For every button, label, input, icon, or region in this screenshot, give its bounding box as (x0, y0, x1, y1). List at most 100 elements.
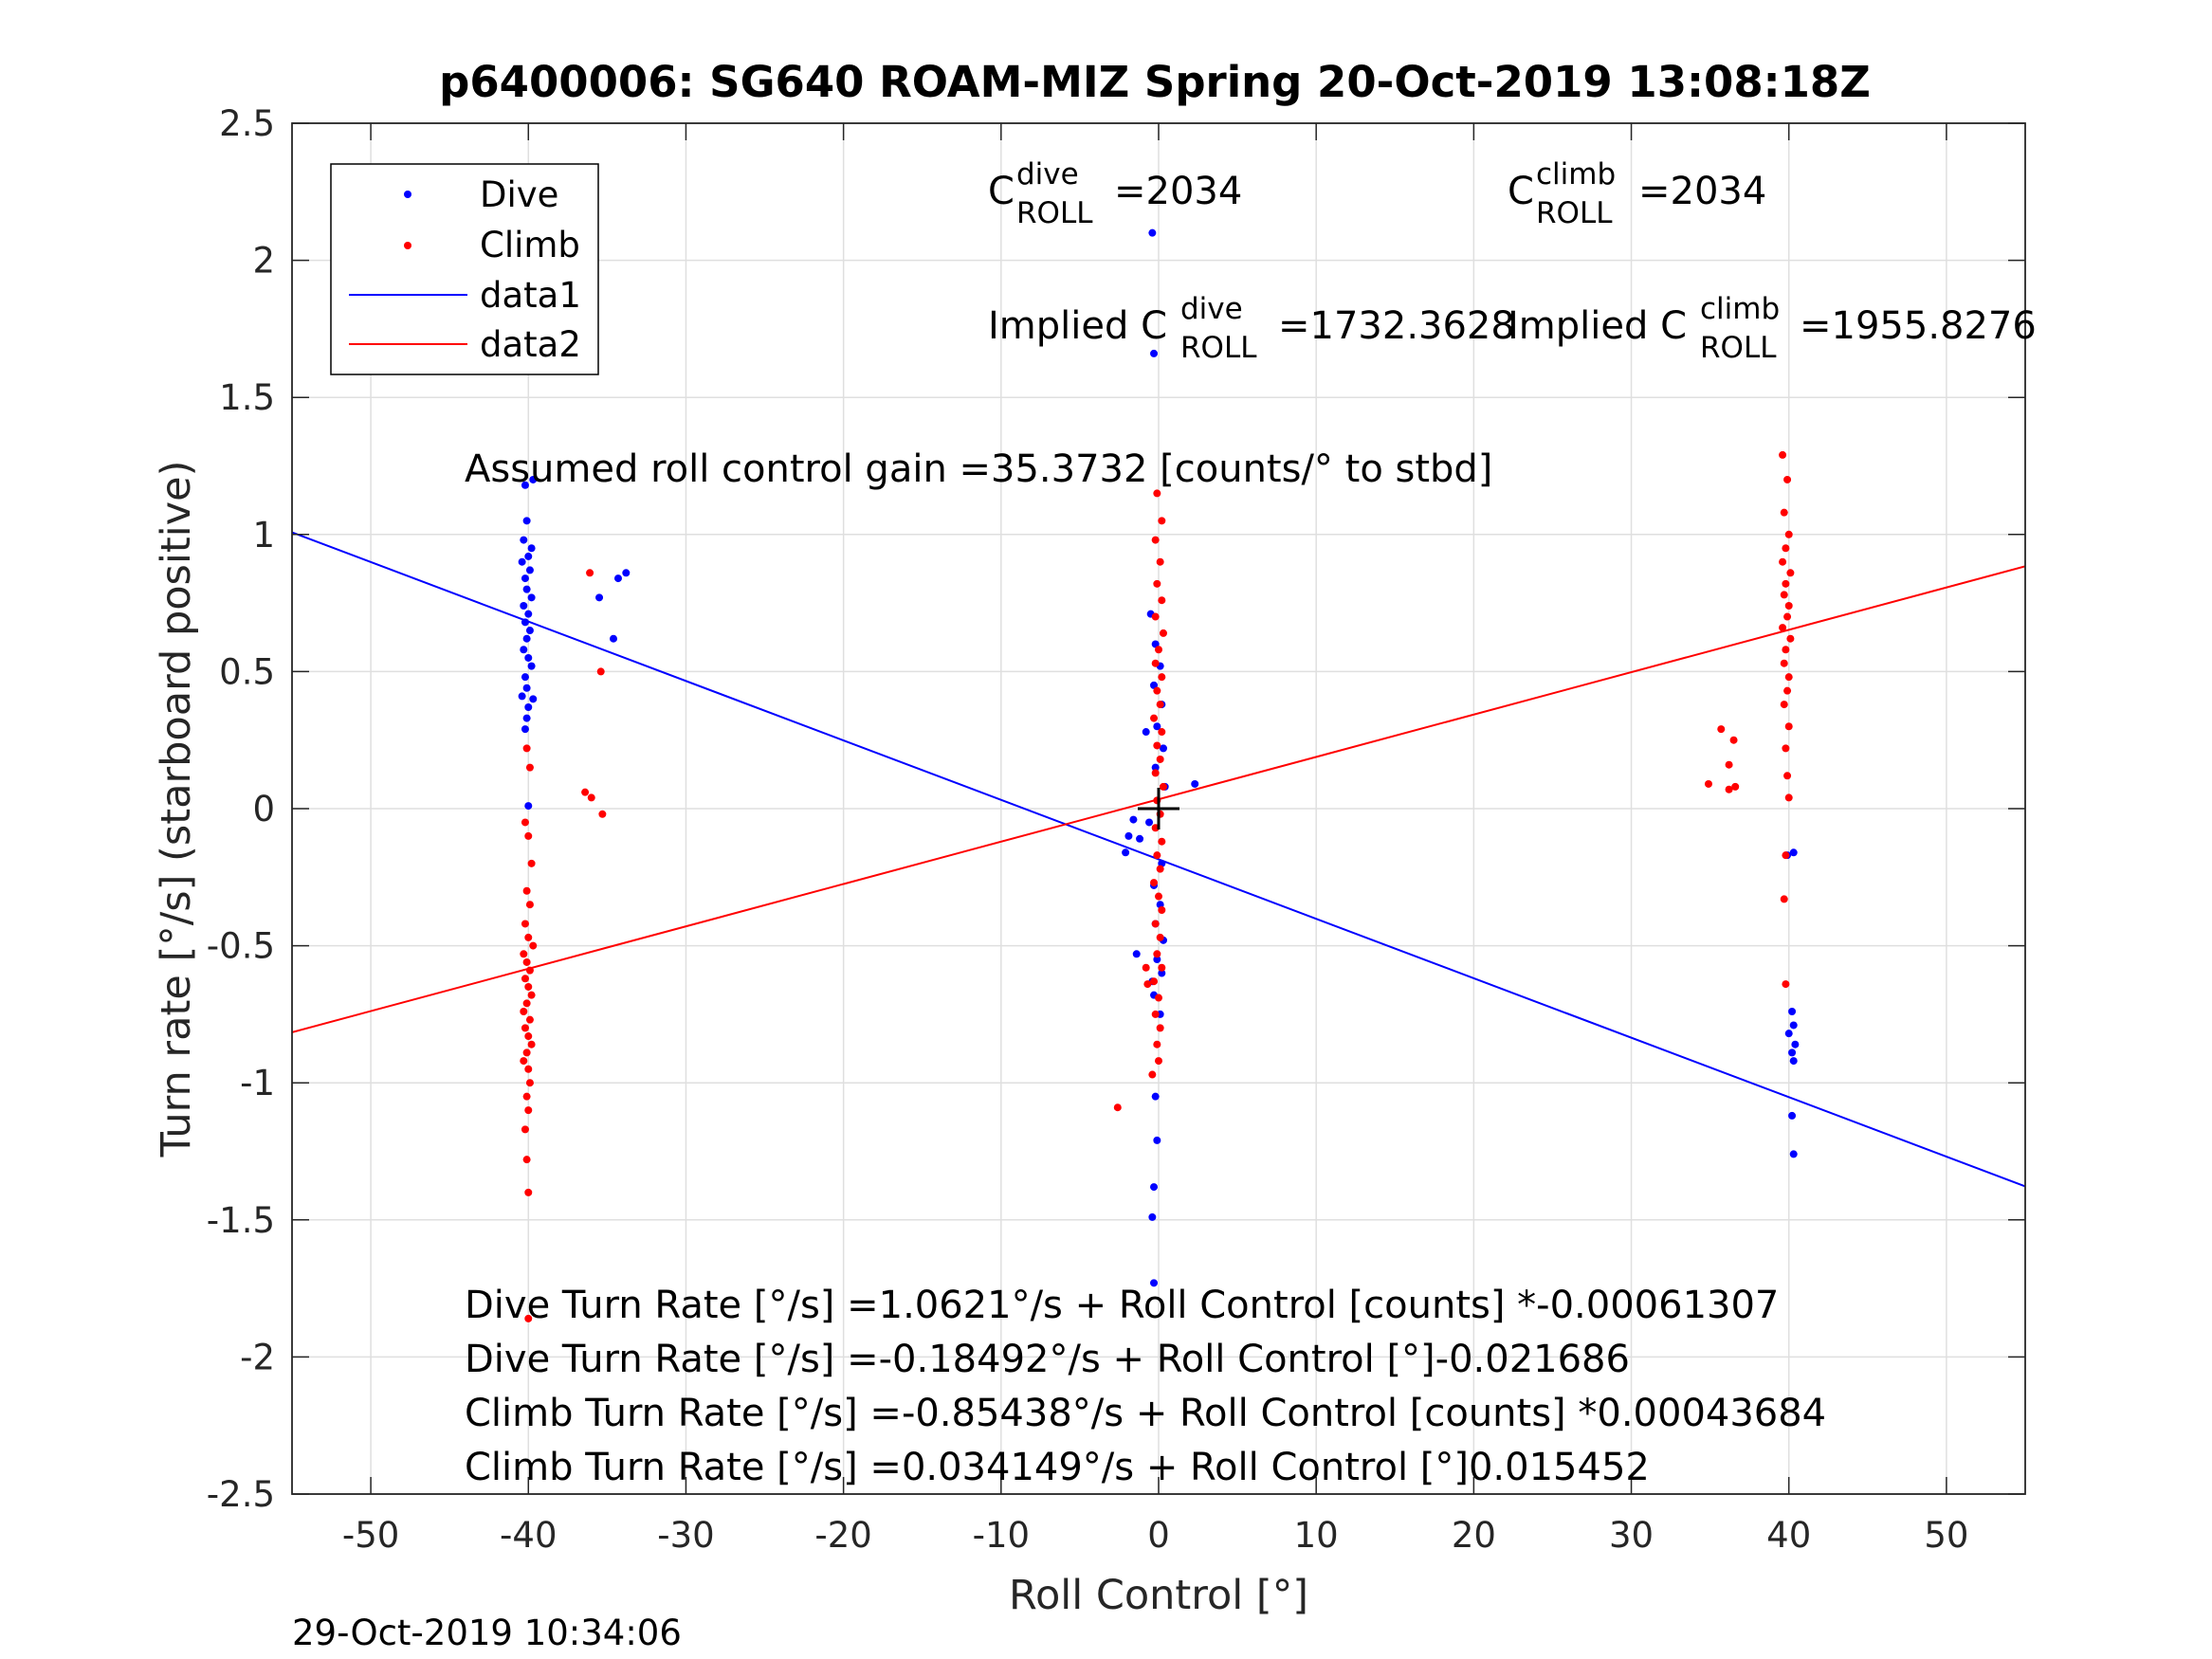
dive-point (522, 714, 531, 722)
climb-point (524, 1314, 533, 1322)
climb-point (1156, 933, 1164, 941)
climb-point (1158, 673, 1166, 682)
climb-point (1782, 980, 1790, 989)
axes-box (291, 122, 2026, 1495)
c-roll-climb-sup: climb (1536, 157, 1616, 191)
climb-point (1782, 579, 1790, 588)
dive-point (1145, 818, 1154, 827)
dive-point (622, 569, 631, 577)
climb-point (520, 1008, 528, 1016)
legend-data1-label: data1 (480, 275, 581, 316)
dive-point (521, 481, 529, 489)
dive-point (518, 557, 526, 566)
dive-point (529, 475, 538, 483)
climb-point (520, 950, 528, 958)
x-tick-label: 50 (1924, 1515, 1968, 1556)
climb-point (1782, 646, 1790, 654)
climb-point (1155, 994, 1162, 1002)
climb-point (1780, 591, 1788, 599)
fit-equation-2: Dive Turn Rate [°/s] =-0.18492°/s + Roll… (465, 1338, 1630, 1381)
dive-point (520, 601, 528, 610)
dive-point (525, 627, 534, 635)
climb-point (522, 886, 531, 895)
dive-point (1191, 779, 1199, 788)
c-roll-dive-annotation: C dive ROLL =2034 (988, 157, 1242, 230)
fit-equation-1: Dive Turn Rate [°/s] =1.0621°/s + Roll C… (465, 1284, 1779, 1327)
climb-point (1786, 569, 1795, 577)
climb-point (1155, 1057, 1162, 1066)
climb-point (1725, 760, 1733, 769)
climb-point (525, 901, 534, 909)
c-roll-climb-sub: ROLL (1536, 196, 1613, 230)
dive-point (1159, 744, 1167, 753)
c-roll-dive-sub: ROLL (1016, 196, 1093, 230)
dive-point (520, 536, 528, 544)
dive-point (524, 610, 533, 618)
climb-point (522, 957, 531, 966)
climb-point (1158, 728, 1166, 737)
dive-point (613, 574, 622, 583)
climb-point (1731, 782, 1740, 791)
dive-point (1788, 1008, 1797, 1016)
dive-point (524, 653, 533, 662)
climb-point (1782, 544, 1790, 553)
dive-point (1136, 834, 1144, 843)
dive-point (1148, 228, 1157, 237)
climb-point (1143, 980, 1152, 989)
y-tick-label: -2 (240, 1337, 275, 1377)
dive-point (1158, 969, 1166, 977)
legend-dive-label: Dive (480, 174, 558, 215)
implied-dive-value: =1732.3628 (1278, 304, 1515, 348)
y-tick-label: 1 (252, 515, 275, 556)
dive-point (527, 544, 536, 553)
x-tick-label: -30 (657, 1515, 714, 1556)
dive-point (521, 725, 529, 734)
climb-point (1159, 782, 1167, 791)
climb-point (521, 920, 529, 928)
x-tick-labels: -50 -40 -30 -20 -10 0 10 20 30 40 50 (342, 1515, 1969, 1556)
dive-point (1129, 815, 1138, 824)
climb-point (524, 1032, 533, 1041)
x-tick-label: -50 (342, 1515, 399, 1556)
c-roll-dive-sup: dive (1016, 157, 1079, 191)
climb-point (524, 831, 533, 840)
implied-climb-sub: ROLL (1700, 331, 1777, 365)
data-points (518, 228, 1800, 1322)
dive-point (524, 552, 533, 560)
climb-point (1153, 851, 1161, 860)
dive-point (1142, 728, 1150, 737)
climb-point (1153, 741, 1161, 750)
climb-point (1784, 601, 1793, 610)
y-tick-label: -1 (240, 1063, 275, 1103)
dive-point (524, 802, 533, 811)
climb-point (521, 975, 529, 983)
climb-point (520, 1057, 528, 1066)
dive-point (1151, 640, 1160, 648)
climb-point (1153, 489, 1161, 498)
climb-point (586, 569, 594, 577)
climb-point (1150, 977, 1159, 986)
y-tick-label: -0.5 (207, 926, 275, 967)
climb-point (1783, 772, 1792, 780)
dive-point (1788, 1111, 1797, 1120)
y-tick-label: 0 (252, 789, 275, 830)
implied-c-roll-dive-annotation: Implied C dive ROLL =1732.3628 (988, 292, 1515, 365)
dive-point (522, 517, 531, 525)
c-roll-climb-value: =2034 (1638, 170, 1766, 213)
dive-point (1150, 1183, 1159, 1192)
climb-point (525, 1015, 534, 1024)
dive-point (529, 695, 538, 703)
dive-point (1153, 722, 1161, 731)
x-tick-label: 0 (1147, 1515, 1170, 1556)
climb-point (1155, 892, 1162, 901)
climb-point (1156, 865, 1164, 873)
climb-point (1151, 920, 1160, 928)
climb-point (1142, 963, 1150, 972)
y-tick-label: 1.5 (219, 377, 275, 418)
climb-point (1717, 725, 1726, 734)
x-tick-label: -20 (814, 1515, 871, 1556)
dive-point (1122, 848, 1130, 857)
climb-point (1156, 1024, 1164, 1032)
c-roll-climb-annotation: C climb ROLL =2034 (1508, 157, 1766, 230)
climb-point (1786, 634, 1795, 643)
